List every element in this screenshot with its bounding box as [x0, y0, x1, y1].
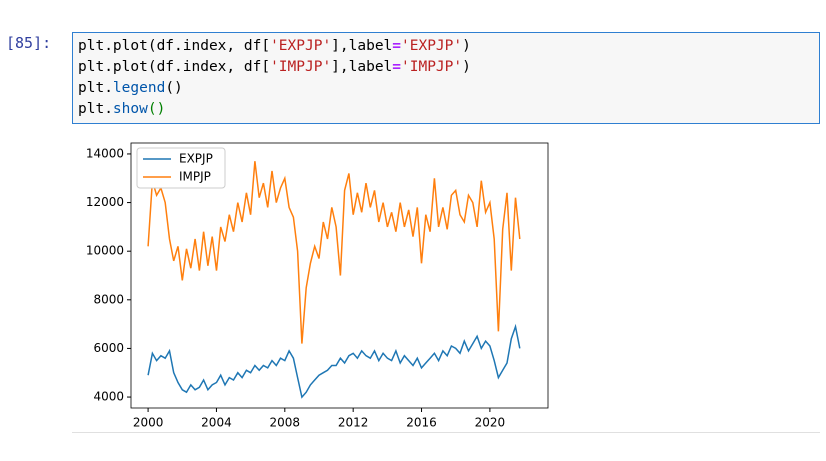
legend-label: EXPJP	[179, 152, 213, 166]
x-tick-label: 2016	[406, 416, 437, 430]
code-line: plt.legend()	[78, 78, 814, 99]
y-tick-label: 10000	[86, 244, 124, 258]
code: =	[392, 59, 402, 75]
code-cell[interactable]: plt.plot(df.index, df['EXPJP'],label='EX…	[72, 32, 820, 124]
series-line	[147, 323, 521, 399]
code: legend	[112, 80, 166, 96]
code: plt.	[78, 101, 113, 117]
separator	[72, 432, 820, 433]
series-line	[147, 161, 521, 344]
legend-box	[136, 147, 226, 189]
code: 'EXPJP'	[270, 38, 332, 54]
code: plt.plot(df.index, df[	[78, 59, 271, 75]
code-line: plt.plot(df.index, df['EXPJP'],label='EX…	[78, 36, 814, 57]
x-tick-label: 2012	[338, 416, 369, 430]
code: 'IMPJP'	[270, 59, 332, 75]
code: )	[462, 59, 471, 75]
code: =	[392, 38, 402, 54]
x-tick-label: 2020	[475, 416, 506, 430]
legend-label: IMPJP	[179, 170, 211, 184]
code: 'IMPJP'	[401, 59, 463, 75]
code-line: plt.show()	[78, 99, 814, 120]
y-tick-label: 4000	[93, 390, 124, 404]
code: show	[112, 101, 148, 117]
x-tick-label: 2004	[201, 416, 232, 430]
code-line: plt.plot(df.index, df['IMPJP'],label='IM…	[78, 57, 814, 78]
code: ()	[165, 80, 183, 96]
code: plt.	[78, 80, 113, 96]
x-tick-label: 2000	[133, 416, 164, 430]
plot-frame	[130, 142, 549, 409]
code: ()	[147, 101, 166, 117]
code: ],label	[331, 59, 393, 75]
x-tick-label: 2008	[270, 416, 301, 430]
y-tick-label: 8000	[93, 292, 124, 306]
code: 'EXPJP'	[401, 38, 463, 54]
code: ],label	[331, 38, 393, 54]
code: plt.plot(df.index, df[	[78, 38, 271, 54]
code: )	[462, 38, 471, 54]
y-tick-label: 6000	[93, 341, 124, 355]
y-tick-label: 14000	[86, 146, 124, 160]
cell-prompt: [85]:	[6, 34, 52, 52]
y-tick-label: 12000	[86, 195, 124, 209]
